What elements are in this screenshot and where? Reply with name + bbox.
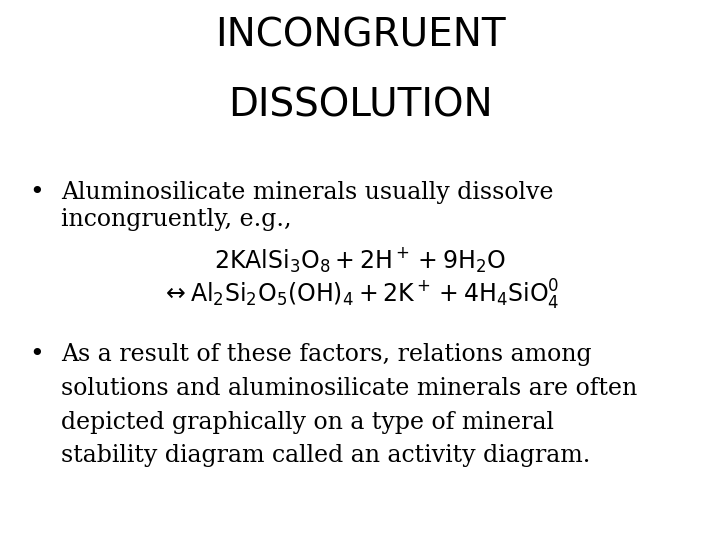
Text: •: •: [29, 181, 43, 204]
Text: $2\mathrm{KAlSi_3O_8} + 2\mathrm{H^+} + 9\mathrm{H_2O}$: $2\mathrm{KAlSi_3O_8} + 2\mathrm{H^+} + …: [214, 246, 506, 275]
Text: As a result of these factors, relations among
solutions and aluminosilicate mine: As a result of these factors, relations …: [61, 343, 637, 467]
Text: •: •: [29, 343, 43, 366]
Text: INCONGRUENT: INCONGRUENT: [215, 16, 505, 54]
Text: DISSOLUTION: DISSOLUTION: [228, 86, 492, 124]
Text: incongruently, e.g.,: incongruently, e.g.,: [61, 208, 292, 231]
Text: $\leftrightarrow \mathrm{Al_2Si_2O_5(OH)_4} + 2\mathrm{K^+} + 4\mathrm{H_4SiO_4^: $\leftrightarrow \mathrm{Al_2Si_2O_5(OH)…: [161, 278, 559, 312]
Text: Aluminosilicate minerals usually dissolve: Aluminosilicate minerals usually dissolv…: [61, 181, 554, 204]
